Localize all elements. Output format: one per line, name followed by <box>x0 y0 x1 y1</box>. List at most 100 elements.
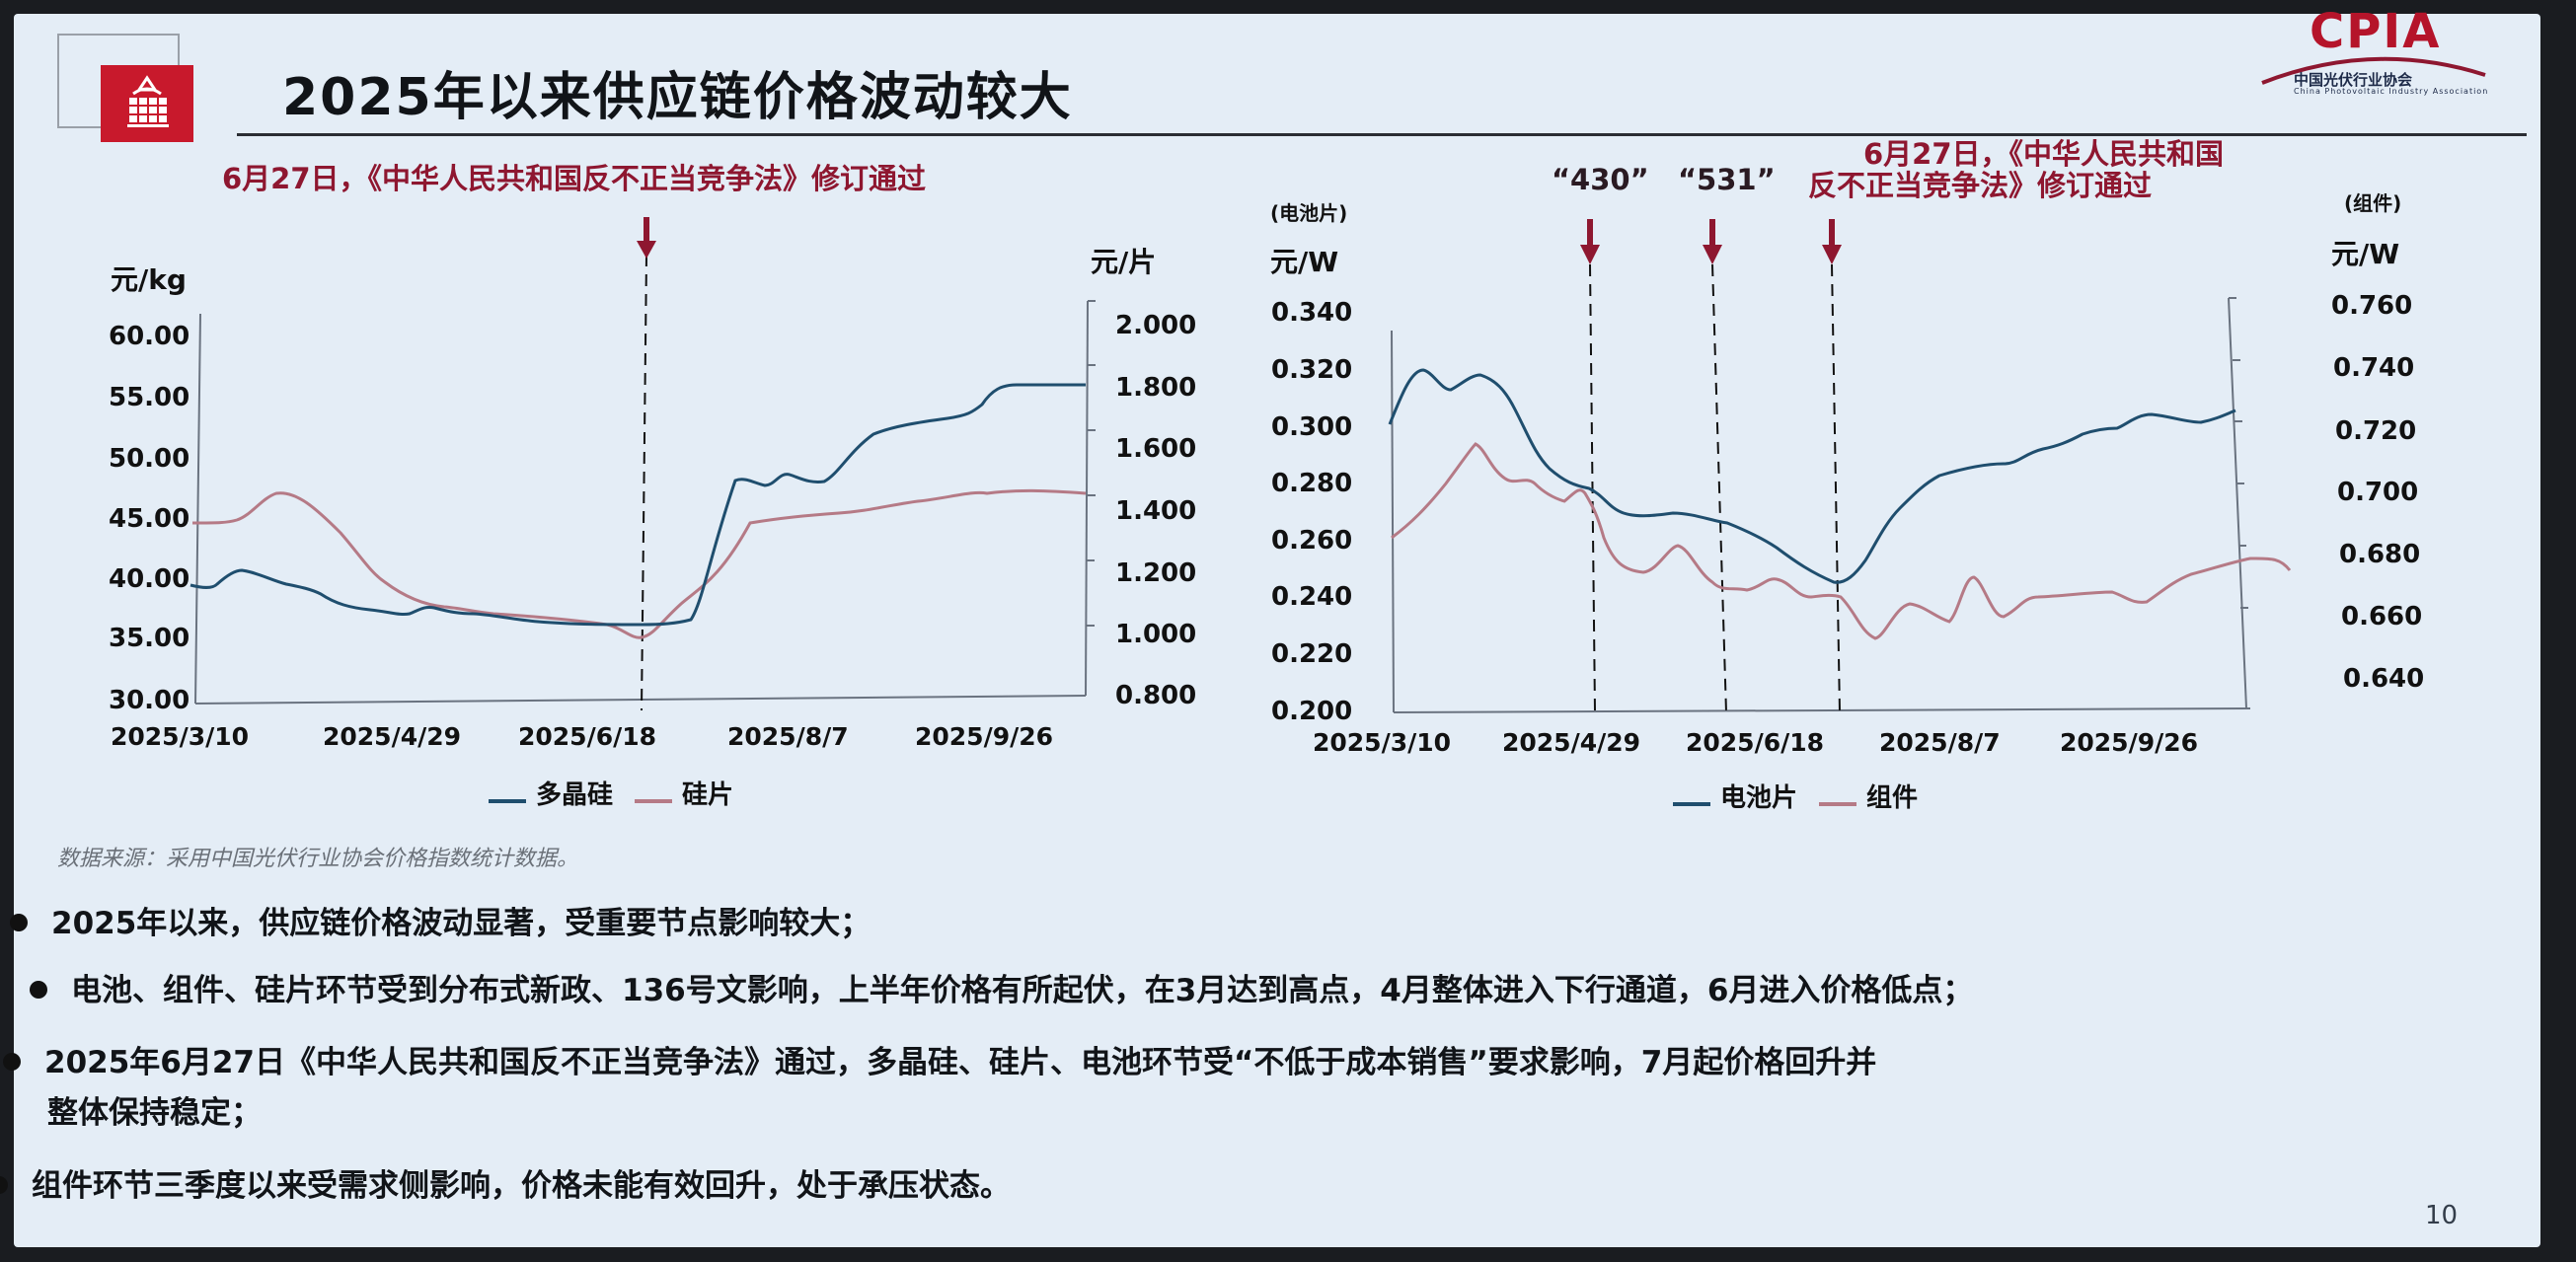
tick: 55.00 <box>109 383 190 412</box>
tick: 1.400 <box>1115 496 1197 526</box>
tick: 45.00 <box>109 504 190 534</box>
x-tick: 2025/8/7 <box>1879 728 2001 757</box>
legend-label-wafer: 硅片 <box>682 780 734 810</box>
x-tick: 2025/4/29 <box>323 722 462 751</box>
right-chart-law-annotation-line1: 6月27日，《中华人民共和国 <box>1863 137 2225 171</box>
tick: 0.260 <box>1271 526 1353 556</box>
x-tick: 2025/3/10 <box>1313 728 1452 757</box>
annotation-531: “531” <box>1678 163 1776 196</box>
legend-label-module: 组件 <box>1866 783 1919 813</box>
x-tick: 2025/6/18 <box>518 722 657 751</box>
x-tick: 2025/9/26 <box>915 722 1054 751</box>
legend-swatch-wafer <box>635 798 673 803</box>
tick: 1.800 <box>1115 373 1197 403</box>
bullet-text: 电池、组件、硅片环节受到分布式新政、136号文影响，上半年价格有所起伏，在3月达… <box>71 973 1974 1008</box>
arrow-531-icon <box>1709 219 1715 249</box>
cpia-logo-subtitle-en: China Photovoltaic Industry Association <box>2294 87 2489 96</box>
series-wafer <box>191 488 1087 639</box>
series-cell <box>1388 368 2236 584</box>
page-number: 10 <box>2425 1201 2459 1230</box>
tick: 40.00 <box>109 564 190 594</box>
series-polysilicon <box>189 383 1086 627</box>
tick: 2.000 <box>1115 311 1197 340</box>
tick: 0.300 <box>1271 412 1353 442</box>
bullet-text: 2025年6月27日《中华人民共和国反不正当竞争法》通过，多晶硅、硅片、电池环节… <box>44 1045 1877 1080</box>
data-source-note: 数据来源：采用中国光伏行业协会价格指数统计数据。 <box>57 847 579 871</box>
tick: 0.200 <box>1271 697 1353 726</box>
tick: 0.680 <box>2339 540 2421 569</box>
tick: 35.00 <box>109 624 190 653</box>
bullet-text: 组件环节三季度以来受需求侧影响，价格未能有效回升，处于承压状态。 <box>32 1168 1011 1204</box>
tick: 0.220 <box>1271 639 1353 669</box>
legend-swatch-module <box>1819 801 1857 806</box>
tick: 0.800 <box>1115 681 1197 710</box>
tick: 0.700 <box>2337 478 2419 507</box>
title-divider <box>237 133 2527 136</box>
tick: 50.00 <box>109 444 190 474</box>
marker-law-line <box>1831 263 1841 713</box>
x-tick: 2025/3/10 <box>111 722 250 751</box>
tick: 30.00 <box>109 686 190 715</box>
tick: 60.00 <box>109 322 190 351</box>
left-chart-legend: 多晶硅 硅片 <box>489 775 733 811</box>
x-tick: 2025/4/29 <box>1502 728 1641 757</box>
right-chart-legend: 电池片 组件 <box>1673 778 1918 814</box>
bullet-dot-icon <box>10 913 28 931</box>
bullet-item: 组件环节三季度以来受需求侧影响，价格未能有效回升，处于承压状态。 <box>0 1164 1011 1208</box>
bullet-item: 2025年以来，供应链价格波动显著，受重要节点影响较大； <box>10 902 871 945</box>
tick: 0.320 <box>1271 355 1353 385</box>
right-chart-right-unit: 元/W <box>2331 238 2400 270</box>
solar-panel-building-icon <box>101 65 193 142</box>
tick: 1.200 <box>1115 558 1197 588</box>
legend-label-polysilicon: 多晶硅 <box>536 780 614 810</box>
cpia-logo-subtitle: 中国光伏行业协会 <box>2294 71 2413 89</box>
bullet-dot-icon <box>30 980 47 999</box>
right-chart-left-unit-label: (电池片) <box>1270 201 1348 225</box>
legend-swatch-polysilicon <box>489 798 526 803</box>
left-chart-y-axis <box>194 313 201 705</box>
tick: 0.240 <box>1271 582 1353 612</box>
bullet-continuation: 整体保持稳定； <box>47 1091 262 1135</box>
series-module <box>1391 442 2292 640</box>
slide-title: 2025年以来供应链价格波动较大 <box>282 68 1073 127</box>
tick: 0.340 <box>1271 298 1353 328</box>
right-chart-x-axis <box>1393 707 2251 713</box>
right-chart-y-axis <box>1391 330 1395 713</box>
bullet-text: 2025年以来，供应链价格波动显著，受重要节点影响较大； <box>51 906 871 941</box>
left-chart-law-annotation: 6月27日，《中华人民共和国反不正当竞争法》修订通过 <box>222 162 927 195</box>
left-chart-right-unit: 元/片 <box>1091 246 1157 278</box>
law-date-marker-line <box>641 254 647 711</box>
bullet-item: 2025年6月27日《中华人民共和国反不正当竞争法》通过，多晶硅、硅片、电池环节… <box>3 1041 1876 1084</box>
x-tick: 2025/9/26 <box>2060 728 2199 757</box>
x-tick: 2025/8/7 <box>727 722 849 751</box>
right-chart-right-axis <box>2228 297 2247 709</box>
tick: 0.720 <box>2335 416 2417 446</box>
bullet-text: 整体保持稳定； <box>47 1095 262 1131</box>
left-chart-x-axis <box>194 695 1087 705</box>
tick: 1.600 <box>1115 434 1197 464</box>
legend-label-cell: 电池片 <box>1720 783 1798 813</box>
x-tick: 2025/6/18 <box>1686 728 1825 757</box>
right-chart-law-annotation-line2: 反不正当竞争法》修订通过 <box>1808 169 2153 202</box>
bullet-dot-icon <box>3 1052 21 1071</box>
tick: 1.000 <box>1115 620 1197 649</box>
tick: 0.640 <box>2343 664 2425 694</box>
right-chart-right-unit-label: (组件) <box>2344 191 2402 215</box>
tick: 0.740 <box>2333 353 2415 383</box>
annotation-430: “430” <box>1552 163 1649 196</box>
legend-swatch-cell <box>1673 801 1710 806</box>
arrow-law-icon <box>1829 219 1835 249</box>
marker-430-line <box>1589 263 1596 713</box>
slide <box>14 14 2540 1247</box>
bullet-dot-icon <box>0 1175 8 1194</box>
cpia-logo: CPIA 中国光伏行业协会 China Photovoltaic Industr… <box>2250 0 2497 109</box>
arrow-430-icon <box>1587 219 1593 249</box>
left-chart-right-axis <box>1085 300 1089 697</box>
bullet-item: 电池、组件、硅片环节受到分布式新政、136号文影响，上半年价格有所起伏，在3月达… <box>30 969 1973 1012</box>
tick: 0.280 <box>1271 469 1353 498</box>
marker-531-line <box>1711 263 1727 713</box>
left-chart-left-unit: 元/kg <box>111 263 187 296</box>
cpia-logo-text: CPIA <box>2310 4 2442 59</box>
